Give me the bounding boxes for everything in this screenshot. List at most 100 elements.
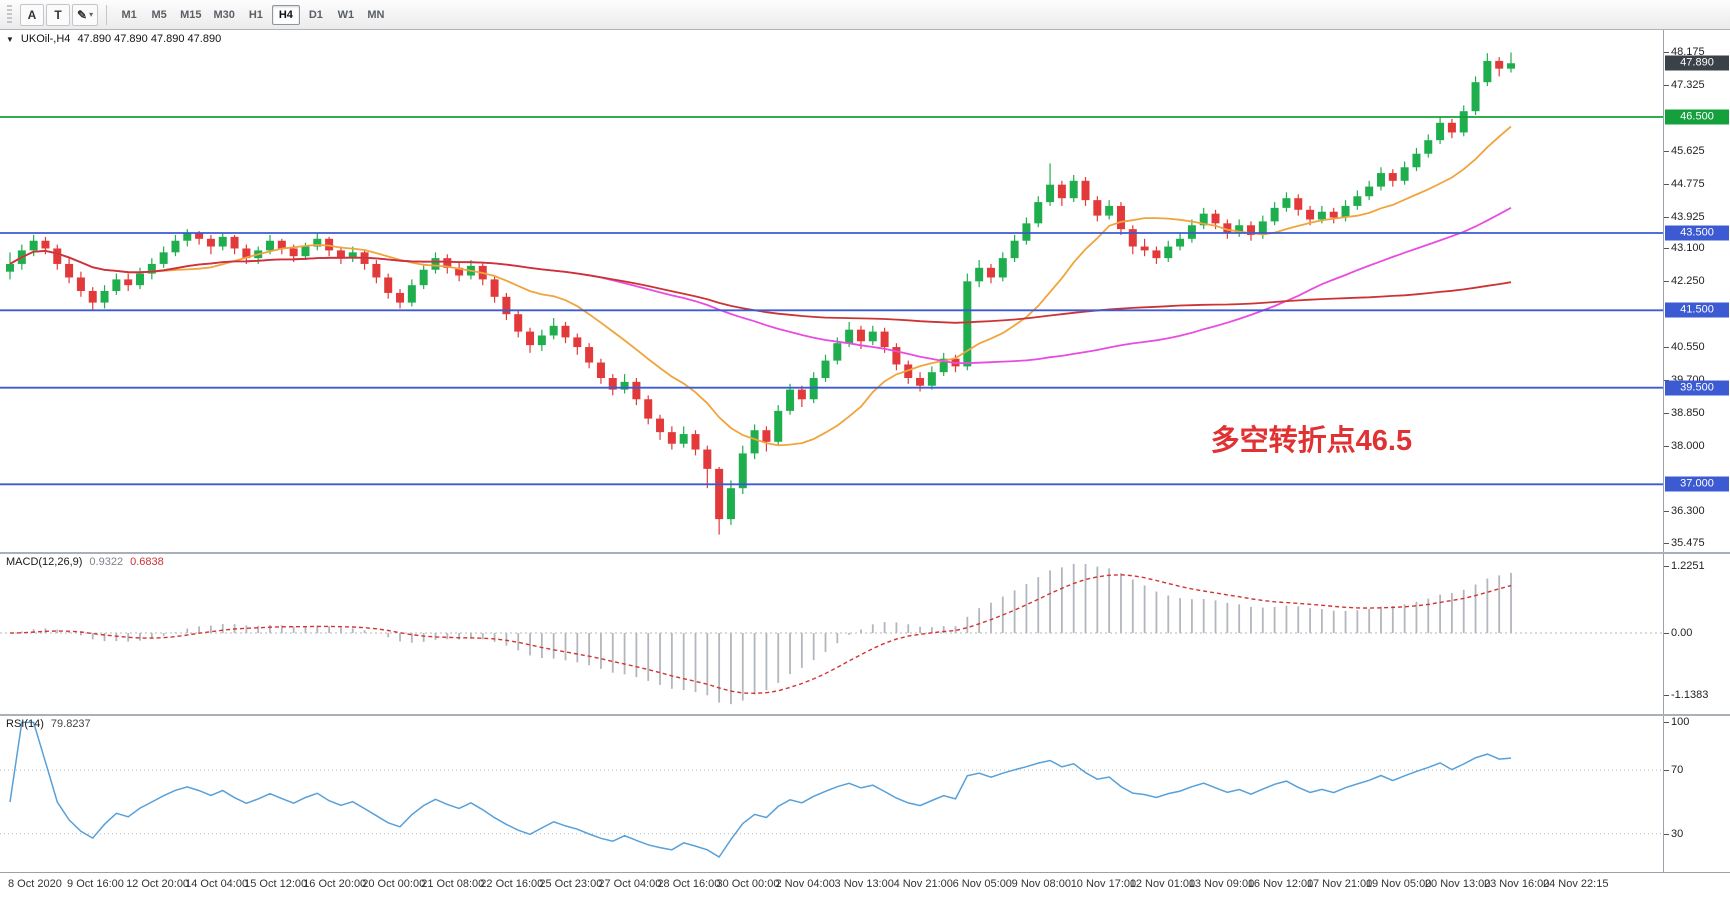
time-label: 30 Oct 00:00 [716,878,780,890]
scale-tick-mark [1664,347,1669,349]
time-label: 24 Nov 22:15 [1543,878,1609,890]
time-label: 19 Nov 05:00 [1365,878,1432,890]
scale-tick-label: 48.175 [1671,46,1705,59]
time-label: 12 Oct 20:00 [126,878,190,890]
scale-tick-mark [1664,833,1669,835]
timeframe-m30-button[interactable]: M30 [208,5,239,25]
macd-signal-line [9,574,1512,695]
scale-tick-mark [1664,183,1669,185]
time-label: 9 Nov 08:00 [1011,878,1071,890]
timeframe-w1-button[interactable]: W1 [332,5,360,25]
scale-tick-label: 40.550 [1671,341,1705,354]
rsi-name: RSI(14) [6,718,44,730]
toolbar-grip[interactable] [7,4,12,25]
chart-ohlc-values: 47.890 47.890 47.890 47.890 [77,33,222,45]
scale-tick-mark [1664,566,1669,568]
macd-main-value: 0.9322 [89,556,124,568]
time-label: 14 Oct 04:00 [185,878,249,890]
tool-buttons: A T ✎ ▾ [19,3,99,26]
timeframe-buttons: M1 M5 M15 M30 H1 H4 D1 W1 MN [114,4,391,25]
hline-price-tag-37.000: 37.000 [1665,476,1729,492]
timeframe-m1-button[interactable]: M1 [115,5,143,25]
ma-slow-line [9,249,1512,324]
scale-tick-mark [1664,248,1669,250]
text-label-tool-button[interactable]: T [46,3,70,26]
chart-annotation-text[interactable]: 多空转折点46.5 [1210,424,1413,457]
scale-tick-mark [1664,150,1669,152]
scale-tick-mark [1664,216,1669,218]
time-axis[interactable]: 8 Oct 2020 9 Oct 16:00 12 Oct 20:00 14 Oct … [0,872,1730,897]
timeframe-h1-button[interactable]: H1 [242,5,270,25]
ma-fast-line [9,125,1512,447]
chart-symbol-label: UKOil-,H4 [20,33,71,45]
ohlc-collapse-arrow[interactable]: ▼ [6,34,14,44]
time-label: 23 Nov 16:00 [1483,878,1550,890]
scale-tick-label: 0.00 [1671,627,1693,640]
macd-histogram [20,563,1512,705]
time-label: 12 Nov 01:00 [1129,878,1196,890]
rsi-plot[interactable]: RSI(14) 79.8237 [0,716,1663,872]
scale-tick-label: -1.1383 [1671,688,1709,701]
timeframe-d1-button[interactable]: D1 [302,5,330,25]
macd-signal-value: 0.6838 [130,556,164,568]
text-tool-button[interactable]: A [20,3,44,26]
scale-tick-mark [1664,511,1669,513]
macd-plot[interactable]: MACD(12,26,9) 0.9322 0.6838 [0,554,1663,714]
scale-tick-mark [1664,52,1669,54]
time-label: 6 Nov 05:00 [952,878,1012,890]
rsi-line [9,721,1512,859]
toolbar-separator [106,4,108,25]
time-label: 15 Oct 12:00 [244,878,308,890]
time-label: 9 Oct 16:00 [67,878,124,890]
scale-tick-mark [1664,694,1669,696]
chart-area: ▼ UKOil-,H4 47.890 47.890 47.890 47.890 … [0,30,1730,897]
scale-tick-label: 30 [1671,827,1684,840]
scale-tick-mark [1664,281,1669,283]
main-price-scale[interactable]: 48.175 47.325 45.625 44.775 43.925 43.100 42.2… [1663,30,1730,552]
time-label: 21 Oct 08:00 [421,878,485,890]
hline-price-tag-46.500: 46.500 [1665,109,1729,125]
time-label: 17 Nov 21:00 [1306,878,1373,890]
rsi-scale[interactable]: 100 70 30 [1663,716,1730,872]
timeframe-m15-button[interactable]: M15 [175,5,206,25]
time-label: 28 Oct 16:00 [657,878,721,890]
time-label: 20 Oct 00:00 [362,878,426,890]
scale-tick-label: 44.775 [1671,177,1705,190]
scale-tick-mark [1664,633,1669,635]
time-label: 22 Oct 16:00 [480,878,544,890]
candles [6,52,1515,535]
time-label: 16 Nov 12:00 [1247,878,1314,890]
time-label: 25 Oct 23:00 [539,878,603,890]
scale-tick-label: 42.250 [1671,275,1705,288]
timeframe-h4-button[interactable]: H4 [271,4,300,25]
hline-price-tag-41.500: 41.500 [1665,302,1729,318]
time-label: 10 Nov 17:00 [1070,878,1137,890]
scale-tick-label: 70 [1671,764,1684,777]
timeframe-mn-button[interactable]: MN [362,5,390,25]
scale-tick-label: 36.300 [1671,505,1705,518]
scale-tick-mark [1664,445,1669,447]
scale-tick-label: 38.000 [1671,439,1705,452]
scale-tick-mark [1664,543,1669,545]
time-label: 8 Oct 2020 [8,878,62,890]
macd-name: MACD(12,26,9) [6,556,83,568]
scale-tick-label: 43.100 [1671,242,1705,255]
scale-tick-label: 45.625 [1671,144,1705,157]
scale-tick-mark [1664,85,1669,87]
time-label: 27 Oct 04:00 [598,878,662,890]
time-label: 13 Nov 09:00 [1188,878,1255,890]
scale-tick-mark [1664,722,1669,724]
ma-mid-line [9,207,1512,365]
toolbar: A T ✎ ▾ M1 M5 M15 M30 H1 H4 D1 W1 MN [0,0,1730,30]
rsi-indicator-label: RSI(14) 79.8237 [6,718,91,730]
panel-splitter-macd[interactable] [0,552,1730,554]
timeframe-m5-button[interactable]: M5 [145,5,173,25]
rsi-value: 79.8237 [50,718,91,730]
line-studies-dropdown-button[interactable]: ✎ ▾ [72,3,99,26]
macd-scale[interactable]: 1.2251 0.00 -1.1383 [1663,554,1730,714]
time-label: 2 Nov 04:00 [775,878,835,890]
panel-splitter-rsi[interactable] [0,714,1730,716]
time-label: 3 Nov 13:00 [834,878,894,890]
main-chart-plot[interactable]: ▼ UKOil-,H4 47.890 47.890 47.890 47.890 … [0,30,1663,552]
scale-tick-label: 35.475 [1671,537,1705,550]
